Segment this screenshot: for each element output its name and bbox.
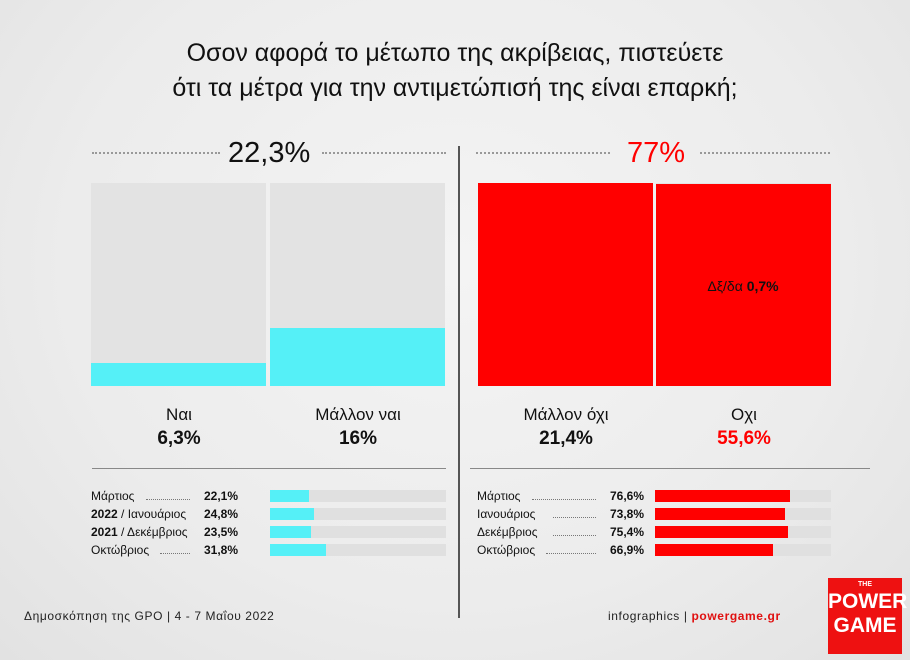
trend-label: Ιανουάριος (477, 506, 535, 522)
trend-month: Μάρτιος (91, 489, 135, 503)
trend-label: Δεκέμβριος (477, 524, 537, 540)
trend-value: 75,4% (609, 525, 644, 539)
chart-title-line2: ότι τα μέτρα για την αντιμετώπισή της εί… (172, 74, 738, 102)
category-label-no: Οχι (731, 405, 757, 424)
trend-row-no-2: Δεκέμβριος 75,4% (477, 524, 831, 540)
trend-row-no-3: Οκτώβριος 66,9% (477, 542, 831, 558)
trend-label: 2022 / Ιανουάριος (91, 507, 187, 521)
credit-text: infographics | (608, 609, 692, 623)
group-total-no: 77% (627, 137, 686, 169)
trend-leader (546, 553, 596, 554)
trend-month: Δεκέμβριος (127, 525, 188, 539)
dont-know-label: Δξ/δα (707, 278, 743, 294)
bar-rather-no (478, 183, 653, 386)
trend-bar (270, 526, 311, 538)
trend-label: Μάρτιος (91, 488, 134, 504)
separator-left (92, 468, 446, 469)
category-value-no: 55,6% (717, 428, 771, 449)
trend-year: 2021 (91, 525, 118, 539)
category-label-rather-no: Μάλλον όχι (523, 405, 609, 424)
trend-month: Ιανουάριος (127, 507, 187, 521)
trend-bar (270, 490, 309, 502)
divider-dots-left-b (322, 152, 446, 154)
category-label-yes: Ναι (166, 405, 192, 424)
trend-label: Οκτώβριος (477, 542, 535, 558)
trend-row-yes-2: 2021 / Δεκέμβριος 23,5% (91, 524, 446, 540)
trend-value: 73,8% (609, 507, 644, 521)
trend-month: Μάρτιος (477, 489, 521, 503)
bar-yes (91, 363, 266, 386)
divider-dots-right-b (700, 152, 830, 154)
trend-month: Ιανουάριος (477, 507, 536, 521)
logo-the: THE (858, 581, 872, 588)
trend-value: 22,1% (203, 489, 238, 503)
trend-month: Οκτώβριος (477, 543, 536, 557)
trend-value: 76,6% (609, 489, 644, 503)
trend-month: Οκτώβριος (91, 543, 150, 557)
trend-row-yes-1: 2022 / Ιανουάριος 24,8% (91, 506, 446, 522)
trend-bar-bg (270, 508, 446, 520)
survey-source: Δημοσκόπηση της GPO | 4 - 7 Μαΐου 2022 (24, 609, 275, 623)
bar-no (656, 184, 831, 386)
divider-dots-right-a (476, 152, 610, 154)
category-label-rather-yes: Μάλλον ναι (315, 405, 401, 424)
trend-leader (160, 553, 190, 554)
trend-row-yes-3: Οκτώβριος 31,8% (91, 542, 446, 558)
divider-dots-left-a (92, 152, 220, 154)
logo-game: GAME (833, 614, 897, 637)
trend-label: Μάρτιος (477, 488, 520, 504)
logo-power: POWER (828, 590, 908, 613)
trend-month: Δεκέμβριος (477, 525, 538, 539)
trend-bar (655, 526, 788, 538)
trend-bar (270, 544, 326, 556)
trend-row-no-1: Ιανουάριος 73,8% (477, 506, 831, 522)
trend-bar (655, 508, 785, 520)
credit-url[interactable]: powergame.gr (691, 609, 781, 623)
dont-know-annotation: Δξ/δα 0,7% (656, 277, 830, 295)
trend-leader (146, 499, 190, 500)
trend-leader (553, 517, 596, 518)
dont-know-value: 0,7% (746, 278, 779, 294)
trend-label: 2021 / Δεκέμβριος (91, 525, 188, 539)
category-value-rather-yes: 16% (338, 428, 378, 449)
trend-year: 2022 (91, 507, 118, 521)
trend-value: 24,8% (203, 507, 238, 521)
separator-right (470, 468, 870, 469)
bar-rather-yes (270, 328, 445, 386)
trend-value: 23,5% (203, 525, 238, 539)
chart-title-line1: Οσον αφορά το μέτωπο της ακρίβειας, πιστ… (186, 39, 724, 67)
trend-row-yes-0: Μάρτιος 22,1% (91, 488, 446, 504)
category-value-yes: 6,3% (157, 428, 201, 449)
trend-row-no-0: Μάρτιος 76,6% (477, 488, 831, 504)
trend-bar (270, 508, 314, 520)
category-value-rather-no: 21,4% (539, 428, 593, 449)
trend-value: 66,9% (609, 543, 644, 557)
trend-leader (553, 535, 596, 536)
trend-bar (655, 544, 773, 556)
trend-value: 31,8% (203, 543, 238, 557)
group-total-yes: 22,3% (228, 137, 311, 169)
center-divider (458, 146, 460, 618)
powergame-logo: THE POWER GAME (828, 578, 908, 654)
credit-line: infographics | powergame.gr (608, 609, 781, 623)
trend-label: Οκτώβριος (91, 542, 149, 558)
trend-leader (532, 499, 596, 500)
trend-bar-bg (270, 526, 446, 538)
trend-bar-bg (270, 490, 446, 502)
column-bg-yes (91, 183, 266, 386)
trend-bar (655, 490, 790, 502)
